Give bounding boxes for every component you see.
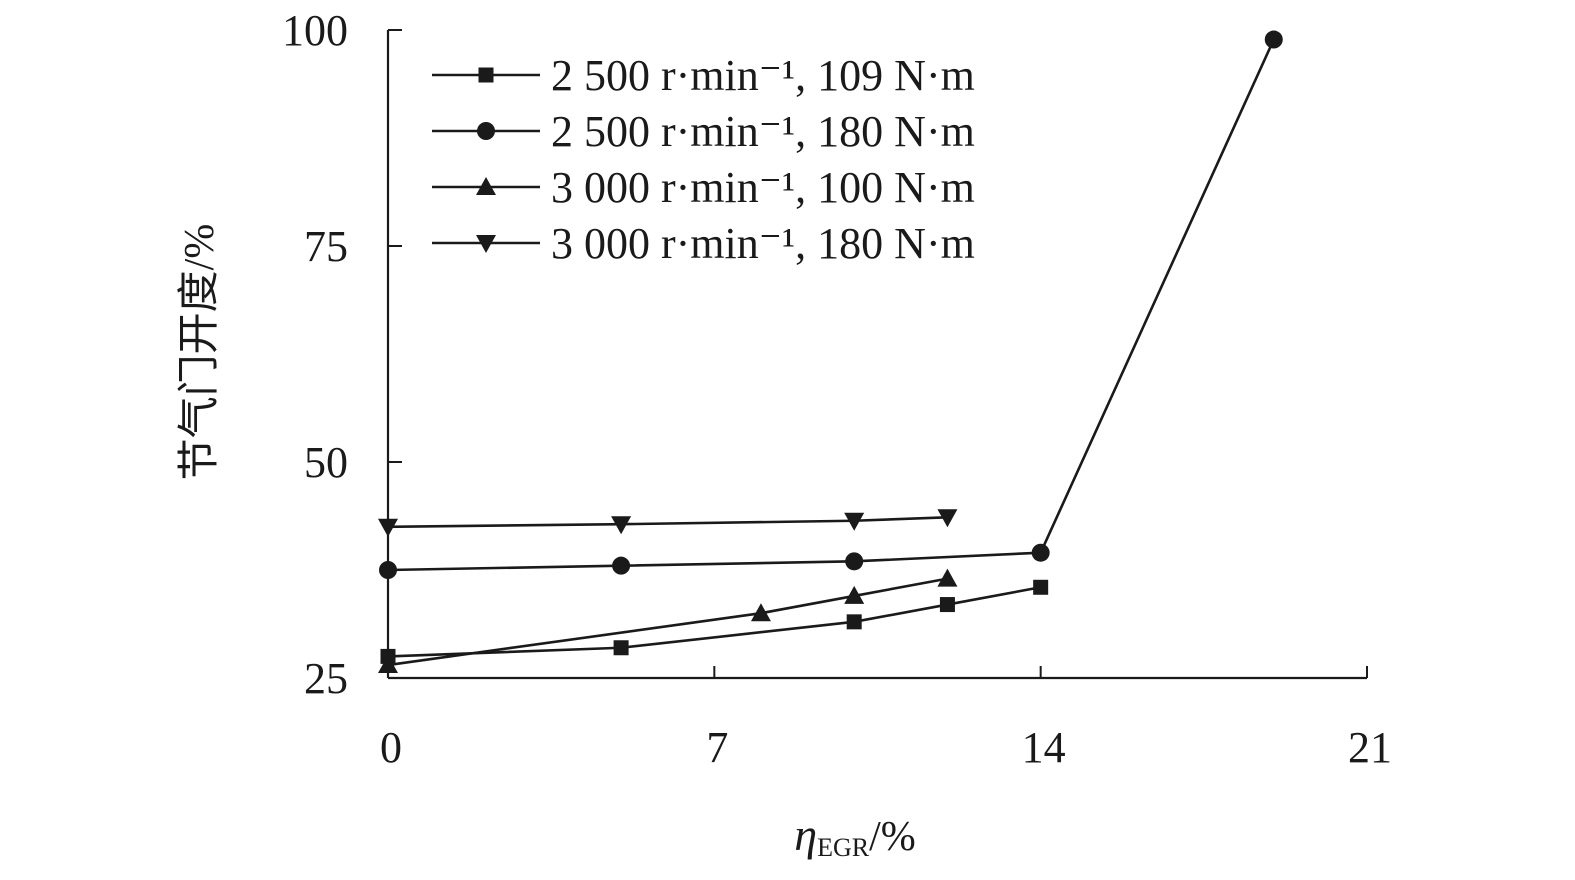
data-point: [611, 516, 632, 535]
x-axis-title-symbol: η: [794, 809, 817, 860]
data-point: [378, 655, 398, 674]
x-tick-label: 7: [706, 723, 728, 772]
y-tick-label: 50: [304, 438, 348, 487]
x-axis-title-unit: /%: [869, 814, 916, 860]
x-axis-title-subscript: EGR: [817, 833, 870, 862]
data-point: [1264, 30, 1283, 49]
x-axis-title: ηEGR/%: [794, 809, 915, 862]
data-point: [379, 561, 397, 579]
legend-marker: [476, 235, 496, 253]
series-3: [378, 568, 958, 674]
x-tick-label: 21: [1348, 723, 1392, 772]
legend-item: 3 000 r·min⁻¹, 180 N·m: [432, 219, 975, 268]
legend-marker: [477, 122, 495, 140]
data-point: [939, 597, 955, 613]
data-point: [1033, 579, 1049, 595]
y-tick-label: 25: [304, 654, 348, 703]
data-point: [845, 552, 864, 571]
data-point: [613, 640, 629, 656]
y-axis-title: 节气门开度/%: [177, 224, 223, 481]
y-tick-label: 100: [282, 6, 348, 55]
series-4: [378, 509, 958, 537]
legend-label: 3 000 r·min⁻¹, 100 N·m: [551, 163, 975, 212]
series-2: [379, 30, 1283, 579]
x-tick-label: 0: [380, 723, 402, 772]
series-layer: [378, 30, 1283, 674]
data-point: [378, 518, 398, 537]
data-point: [846, 614, 862, 630]
legend-item: 2 500 r·min⁻¹, 109 N·m: [432, 51, 975, 100]
legend-label: 2 500 r·min⁻¹, 109 N·m: [551, 51, 975, 100]
y-tick-label: 75: [304, 222, 348, 271]
legend-marker: [478, 67, 494, 83]
series-line: [387, 577, 948, 667]
legend-item: 2 500 r·min⁻¹, 180 N·m: [432, 107, 975, 156]
legend-marker: [476, 177, 496, 195]
legend-item: 3 000 r·min⁻¹, 100 N·m: [432, 163, 975, 212]
legend-label: 3 000 r·min⁻¹, 180 N·m: [551, 219, 975, 268]
legend: 2 500 r·min⁻¹, 109 N·m 2 500 r·min⁻¹, 180…: [432, 51, 975, 268]
data-point: [612, 556, 631, 575]
data-point: [1031, 543, 1050, 562]
data-point: [844, 512, 865, 531]
axes: 0 7 14 21 25 50 75 100: [282, 6, 1392, 772]
series-line: [387, 515, 948, 529]
data-point: [937, 568, 958, 587]
x-tick-label: 14: [1022, 723, 1066, 772]
data-point: [844, 585, 865, 604]
data-point: [750, 603, 771, 622]
legend-label: 2 500 r·min⁻¹, 180 N·m: [551, 107, 975, 156]
data-point: [937, 509, 958, 528]
